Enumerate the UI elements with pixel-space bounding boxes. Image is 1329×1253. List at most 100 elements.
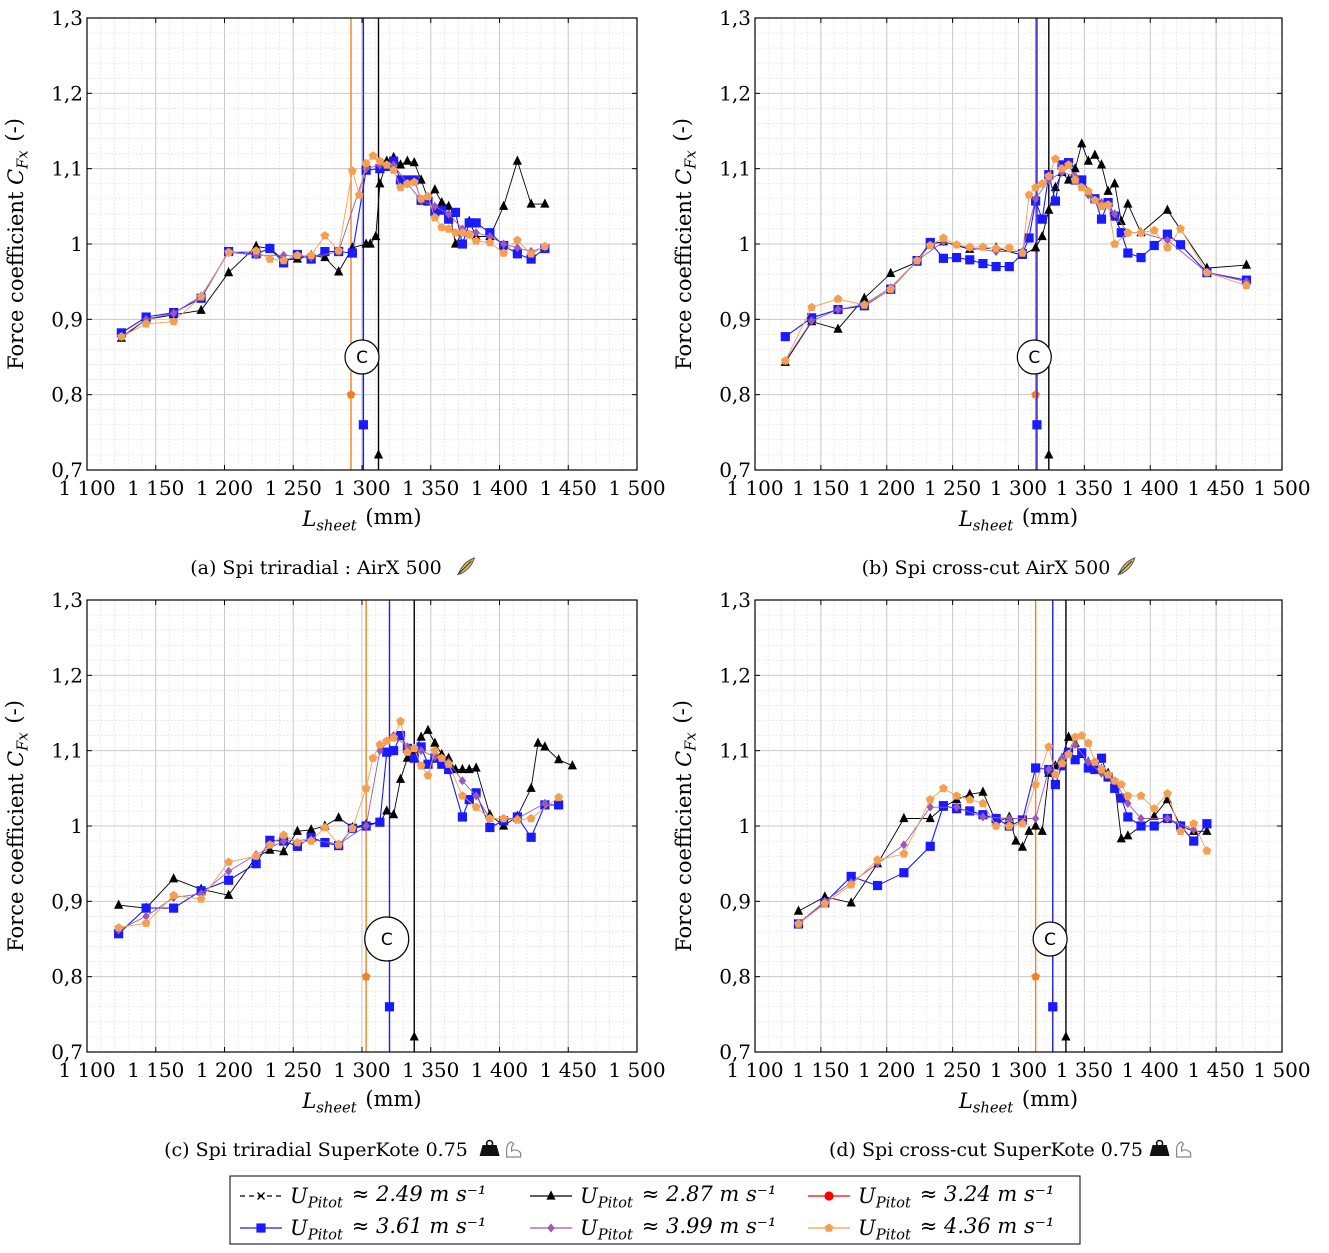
x-tick-label: 1 250 [265, 476, 322, 500]
data-point [451, 228, 460, 237]
data-point [251, 851, 261, 860]
data-point [1045, 764, 1053, 775]
data-point [820, 899, 830, 908]
data-point [899, 849, 909, 858]
data-point [334, 246, 343, 255]
legend-marker [824, 1223, 834, 1232]
data-point [1044, 204, 1054, 214]
data-point [224, 866, 233, 876]
data-point [444, 214, 454, 224]
annotation-label: C [381, 930, 393, 950]
y-tick-label: 1,1 [719, 739, 751, 763]
data-point [169, 890, 178, 899]
legend-label: UPitot ≈ 3.24 m s⁻¹ [858, 1182, 1054, 1211]
data-point [1189, 836, 1199, 846]
x-tick-label: 1 250 [924, 476, 981, 500]
data-point [1024, 825, 1034, 835]
y-tick-label: 1,1 [51, 739, 83, 763]
data-point [846, 897, 856, 907]
series-line [121, 155, 546, 338]
data-point [1031, 813, 1040, 824]
data-point [1136, 252, 1146, 263]
x-tick-label: 1 400 [471, 1058, 528, 1082]
x-tick-label: 1 450 [1187, 1058, 1244, 1082]
data-point [1124, 798, 1132, 808]
reference-marker [1032, 420, 1042, 430]
data-point [1116, 780, 1126, 789]
data-point [320, 822, 330, 832]
weight-body [1149, 1145, 1170, 1156]
y-tick-label: 0,8 [51, 965, 83, 989]
y-tick-label: 0,7 [51, 1040, 83, 1064]
data-point [1149, 804, 1159, 813]
x-axis-label: Lsheet (mm) [958, 505, 1078, 534]
y-tick-label: 0,9 [719, 307, 751, 331]
data-point [833, 323, 843, 333]
data-point [437, 222, 447, 232]
series-line [798, 743, 1194, 924]
data-point [471, 802, 481, 811]
data-point [926, 802, 934, 812]
data-point [368, 753, 378, 762]
data-point [1064, 749, 1073, 759]
data-point [1004, 243, 1014, 252]
data-point [925, 795, 935, 804]
data-point [382, 736, 392, 745]
data-point [396, 182, 405, 192]
data-point [807, 316, 816, 326]
x-tick-label: 1 100 [58, 476, 115, 500]
data-point [395, 159, 406, 169]
data-point [389, 746, 399, 756]
legend-label: UPitot ≈ 3.61 m s⁻¹ [290, 1214, 486, 1243]
data-point [458, 228, 467, 237]
data-point [320, 246, 330, 257]
series-line [784, 161, 1247, 338]
x-tick-label: 1 400 [471, 476, 528, 500]
y-tick-label: 1 [738, 814, 751, 838]
feather-icon [1117, 557, 1136, 576]
data-point [1037, 230, 1047, 241]
data-point [1137, 813, 1145, 824]
y-tick-label: 1,2 [51, 81, 83, 105]
data-point [279, 250, 288, 260]
data-point [1103, 770, 1113, 779]
data-point [376, 746, 384, 756]
data-point [1149, 810, 1159, 820]
data-point [1110, 776, 1120, 785]
y-tick-label: 0,7 [51, 458, 83, 482]
series-line [798, 735, 1208, 925]
flex-arm-shape [506, 1141, 522, 1158]
data-point [334, 266, 344, 276]
data-point [1057, 164, 1067, 173]
data-point [979, 812, 987, 822]
chart-panel-4: C 1 100 1 150 1 200 1 250 1 300 1 350 1 400 1 45… [670, 588, 1311, 1161]
data-point [375, 156, 385, 165]
data-point [485, 813, 495, 823]
data-point [846, 871, 856, 882]
data-point [382, 805, 392, 815]
annotation-label: C [1028, 348, 1040, 368]
data-point [224, 875, 234, 885]
data-point [382, 160, 392, 169]
data-point [780, 356, 790, 365]
x-tick-label: 1 450 [540, 476, 597, 500]
data-point [1064, 160, 1073, 169]
y-tick-label: 1 [70, 814, 83, 838]
data-point [1011, 835, 1021, 845]
data-point [1037, 214, 1047, 224]
legend-item: UPitot ≈ 3.61 m s⁻¹ [240, 1214, 486, 1243]
data-point [371, 230, 381, 241]
y-tick-label: 0,9 [51, 889, 83, 913]
reference-marker [361, 972, 371, 981]
data-point [306, 836, 316, 845]
x-tick-label: 1 350 [402, 1058, 459, 1082]
data-point [141, 903, 151, 913]
chart-panel-2: C 1 100 1 150 1 200 1 250 1 300 1 350 1 400 1 45… [670, 6, 1311, 579]
reference-marker [1048, 1002, 1058, 1012]
data-point [526, 813, 536, 823]
data-point [1162, 204, 1172, 214]
data-point [1083, 155, 1093, 165]
data-point [196, 304, 206, 314]
data-point [1123, 830, 1133, 840]
